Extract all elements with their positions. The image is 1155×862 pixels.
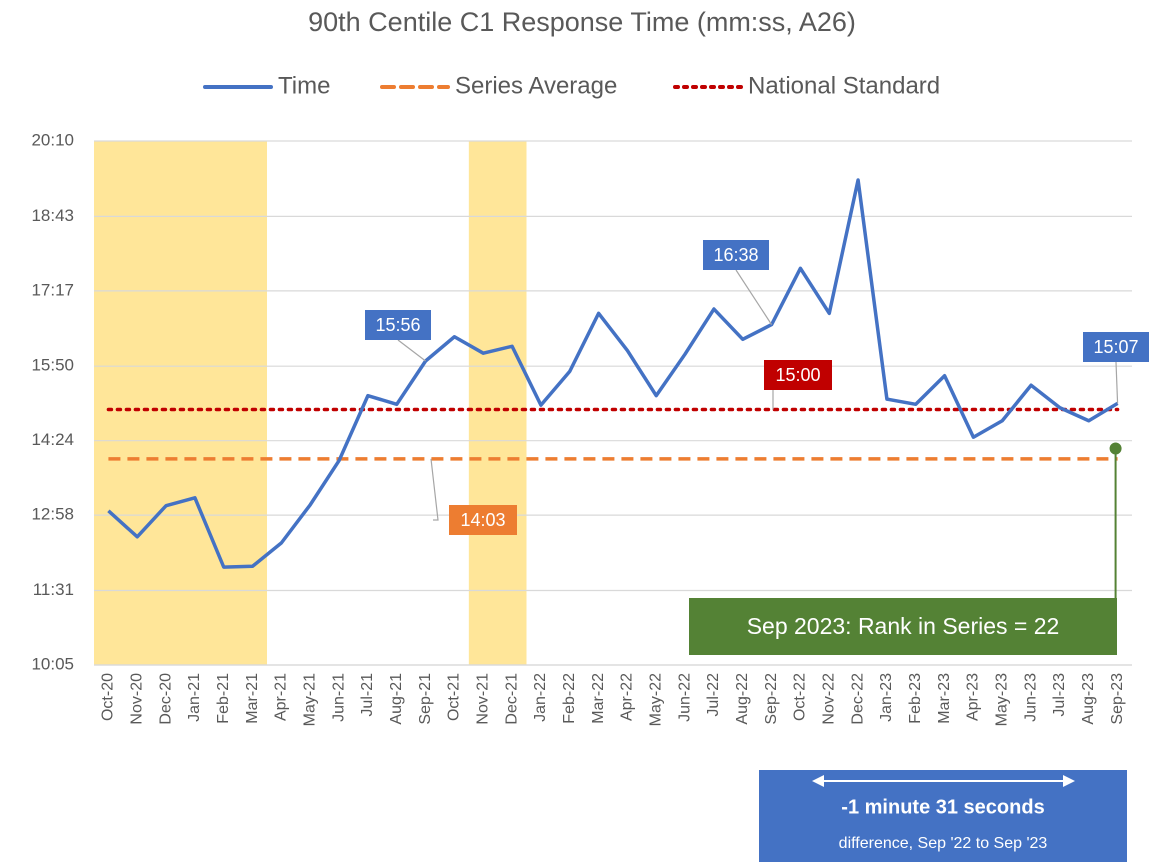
y-tick-label: 10:05 (31, 654, 74, 673)
x-tick-label: Mar-23 (936, 673, 953, 724)
data-label: 15:07 (1093, 337, 1138, 357)
x-tick-label: May-21 (301, 673, 318, 726)
arrow-head (812, 775, 824, 787)
y-tick-label: 20:10 (31, 130, 74, 149)
data-label: 16:38 (713, 245, 758, 265)
line-series (107, 178, 1119, 569)
x-tick-label: Jun-23 (1022, 673, 1039, 722)
x-tick-label: Dec-22 (849, 673, 866, 725)
x-tick-label: Mar-22 (590, 673, 607, 724)
leader-line (397, 339, 426, 362)
x-tick-label: Oct-21 (446, 673, 463, 721)
y-tick-label: 14:24 (31, 430, 74, 449)
x-tick-label: Oct-22 (792, 673, 809, 721)
highlight-range (468, 141, 527, 665)
x-tick-label: Dec-21 (503, 673, 520, 725)
y-tick-label: 18:43 (31, 206, 74, 225)
x-tick-label: Dec-20 (157, 673, 174, 725)
data-label-box (1083, 332, 1149, 362)
data-label-box (449, 505, 517, 535)
annotation-text: Sep 2023: Rank in Series = 22 (747, 613, 1060, 639)
x-tick-label: Aug-22 (734, 673, 751, 725)
x-tick-label: Feb-23 (907, 673, 924, 724)
difference-subtitle: difference, Sep '22 to Sep '23 (839, 835, 1048, 852)
x-tick-label: May-22 (647, 673, 664, 726)
x-tick-label: May-23 (993, 673, 1010, 726)
y-tick-label: 17:17 (31, 280, 74, 299)
data-label-box (764, 360, 832, 390)
data-label: 15:00 (775, 365, 820, 385)
legend-label: National Standard (748, 72, 940, 99)
x-tick-label: Apr-22 (619, 673, 636, 721)
x-tick-label: Jun-21 (330, 673, 347, 722)
legend-label: Time (278, 72, 330, 99)
x-tick-label: Apr-21 (273, 673, 290, 721)
y-tick-label: 11:31 (33, 580, 74, 599)
annotation-dot (1109, 442, 1122, 455)
difference-title: -1 minute 31 seconds (841, 796, 1044, 818)
x-tick-label: Apr-23 (965, 673, 982, 721)
annotation-box (689, 598, 1117, 655)
data-label: 15:56 (375, 315, 420, 335)
x-tick-label: Nov-22 (820, 673, 837, 725)
x-tick-label: Jul-23 (1051, 673, 1068, 717)
leader-line (1115, 361, 1119, 404)
leader-line (430, 458, 439, 521)
x-tick-label: Jul-21 (359, 673, 376, 717)
x-tick-label: Feb-21 (215, 673, 232, 724)
x-tick-label: Nov-21 (474, 673, 491, 725)
x-tick-label: Jan-22 (532, 673, 549, 722)
x-tick-label: Jul-22 (705, 673, 722, 717)
x-tick-label: Sep-23 (1109, 673, 1126, 725)
y-tick-label: 15:50 (31, 356, 74, 375)
leader-line (735, 269, 773, 325)
arrow-head (1063, 775, 1075, 787)
x-tick-label: Feb-22 (561, 673, 578, 724)
data-label-box (703, 240, 769, 270)
chart-title: 90th Centile C1 Response Time (mm:ss, A2… (308, 7, 856, 37)
y-tick-label: 12:58 (31, 505, 74, 524)
legend-label: Series Average (455, 72, 617, 99)
highlight-range (94, 141, 267, 665)
x-tick-label: Jun-22 (676, 673, 693, 722)
x-tick-label: Oct-20 (100, 673, 117, 721)
x-tick-label: Sep-22 (763, 673, 780, 725)
x-tick-label: Mar-21 (244, 673, 261, 724)
data-label: 14:03 (460, 510, 505, 530)
x-tick-label: Nov-20 (128, 673, 145, 725)
x-tick-label: Aug-21 (388, 673, 405, 725)
x-tick-label: Jan-23 (878, 673, 895, 722)
x-tick-label: Sep-21 (417, 673, 434, 725)
x-tick-label: Aug-23 (1080, 673, 1097, 725)
data-label-box (365, 310, 431, 340)
x-tick-label: Jan-21 (186, 673, 203, 722)
